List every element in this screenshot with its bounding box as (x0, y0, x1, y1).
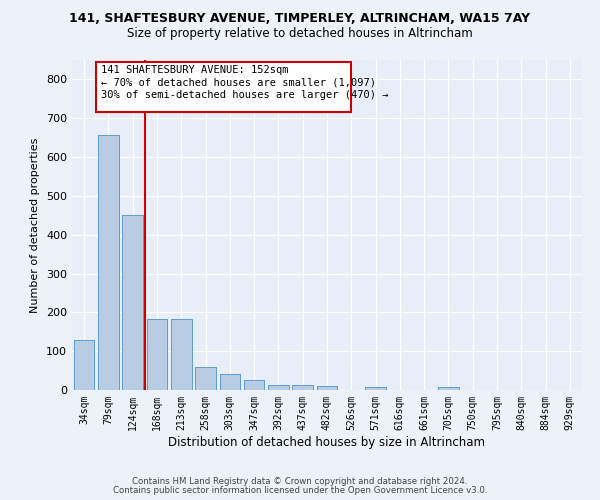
Text: 141 SHAFTESBURY AVENUE: 152sqm: 141 SHAFTESBURY AVENUE: 152sqm (101, 64, 289, 74)
Bar (195, 366, 216, 390)
Bar (98, 134, 119, 390)
Bar (365, 386, 386, 390)
X-axis label: Distribution of detached houses by size in Altrincham: Distribution of detached houses by size … (169, 436, 485, 448)
Y-axis label: Number of detached properties: Number of detached properties (31, 138, 40, 312)
Bar (74, 340, 94, 390)
Bar (268, 386, 289, 390)
Text: 141, SHAFTESBURY AVENUE, TIMPERLEY, ALTRINCHAM, WA15 7AY: 141, SHAFTESBURY AVENUE, TIMPERLEY, ALTR… (70, 12, 530, 26)
Text: Contains public sector information licensed under the Open Government Licence v3: Contains public sector information licen… (113, 486, 487, 495)
Bar (171, 319, 191, 390)
Text: 30% of semi-detached houses are larger (470) →: 30% of semi-detached houses are larger (… (101, 90, 389, 101)
Bar (146, 319, 167, 390)
FancyBboxPatch shape (96, 62, 351, 112)
Bar (220, 374, 240, 390)
Bar (317, 386, 337, 390)
Text: Contains HM Land Registry data © Crown copyright and database right 2024.: Contains HM Land Registry data © Crown c… (132, 477, 468, 486)
Bar (292, 385, 313, 390)
Bar (244, 380, 265, 390)
Bar (438, 387, 459, 390)
Text: Size of property relative to detached houses in Altrincham: Size of property relative to detached ho… (127, 28, 473, 40)
Bar (122, 214, 143, 390)
Text: ← 70% of detached houses are smaller (1,097): ← 70% of detached houses are smaller (1,… (101, 78, 376, 88)
